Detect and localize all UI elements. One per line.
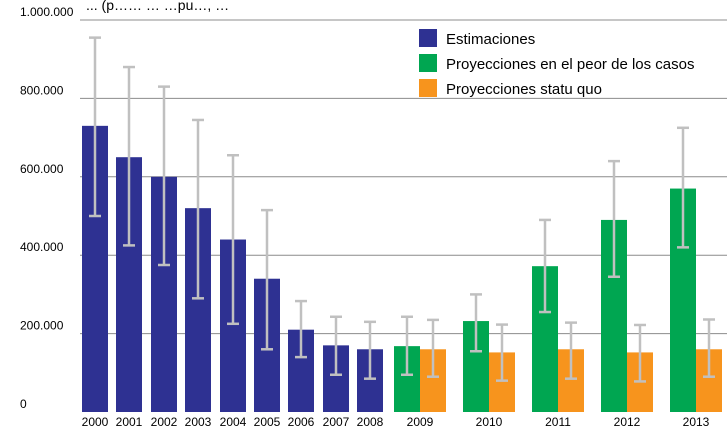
y-tick-label: 800.000 xyxy=(20,83,64,97)
x-axis-tick-labels: 2000 2001 2002 2003 2004 2005 2006 2007 2008 2009… xyxy=(82,415,710,428)
x-tick-label-2000: 2000 xyxy=(82,415,109,428)
x-tick-label-2006: 2006 xyxy=(288,415,315,428)
x-tick-label-2009: 2009 xyxy=(407,415,434,428)
legend-label-estimaciones: Estimaciones xyxy=(446,31,535,48)
legend-swatch-peor xyxy=(419,54,437,72)
legend: Estimaciones Proyecciones en el peor de … xyxy=(419,29,694,98)
y-axis-tick-labels: 0 200.000 400.000 600.000 800.000 1.000.000 xyxy=(20,5,74,411)
top-partial-text: ... (p…… … …pu…, … xyxy=(86,0,229,13)
x-tick-label-2001: 2001 xyxy=(116,415,143,428)
legend-label-statu-quo: Proyecciones statu quo xyxy=(446,81,602,98)
x-tick-label-2012: 2012 xyxy=(614,415,641,428)
legend-swatch-estimaciones xyxy=(419,29,437,47)
x-tick-label-2007: 2007 xyxy=(323,415,350,428)
x-tick-label-2005: 2005 xyxy=(254,415,281,428)
y-tick-label: 1.000.000 xyxy=(20,5,74,19)
x-tick-label-2002: 2002 xyxy=(151,415,178,428)
x-tick-label-2003: 2003 xyxy=(185,415,212,428)
y-tick-label: 200.000 xyxy=(20,319,64,333)
y-tick-label: 400.000 xyxy=(20,240,64,254)
x-tick-label-2004: 2004 xyxy=(220,415,247,428)
x-tick-label-2010: 2010 xyxy=(476,415,503,428)
x-tick-label-2011: 2011 xyxy=(545,415,571,428)
y-tick-label: 600.000 xyxy=(20,162,64,176)
error-bars xyxy=(89,36,715,383)
x-tick-label-2008: 2008 xyxy=(357,415,384,428)
legend-swatch-statu-quo xyxy=(419,79,437,97)
bars xyxy=(82,125,722,412)
legend-label-peor: Proyecciones en el peor de los casos xyxy=(446,56,694,73)
y-tick-label: 0 xyxy=(20,397,27,411)
x-tick-label-2013: 2013 xyxy=(683,415,710,428)
